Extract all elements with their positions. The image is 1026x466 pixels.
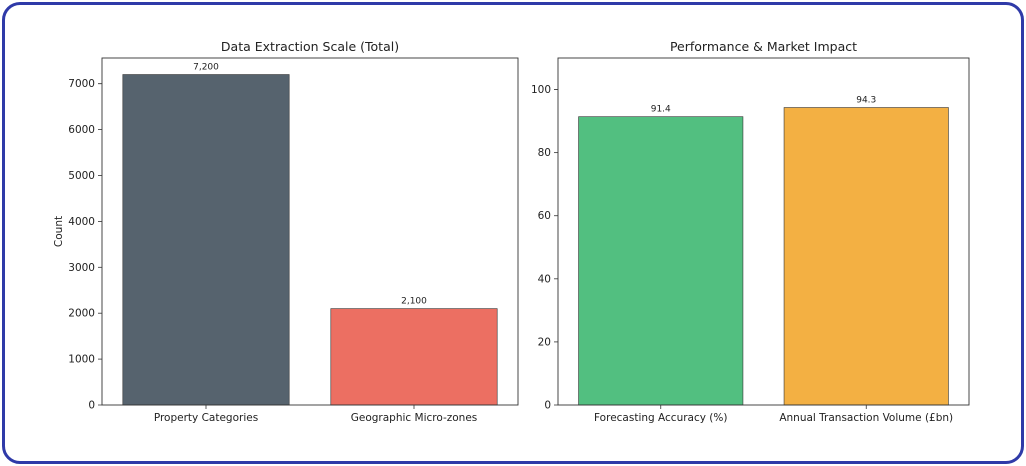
x-tick-label: Annual Transaction Volume (£bn)	[779, 412, 953, 424]
bar-value-label: 91.4	[651, 105, 671, 115]
charts-canvas: Data Extraction Scale (Total)7,200 Proper…	[53, 39, 970, 424]
plot-area-border	[101, 57, 519, 406]
plot-area-border	[557, 57, 970, 406]
chart-panel-2: Performance & Market Impact 91.4 Forecasti…	[531, 39, 970, 424]
x-tick-label: Forecasting Accuracy (%)	[594, 412, 727, 424]
bar	[122, 74, 290, 406]
bar	[783, 107, 949, 406]
x-tick-label: Geographic Micro-zones	[351, 412, 478, 424]
chart-title: Performance & Market Impact	[670, 39, 857, 54]
y-axis-label: Count	[53, 216, 65, 247]
chart-panel-1: Data Extraction Scale (Total)7,200 Proper…	[53, 39, 519, 424]
bar-value-label: 2,100	[401, 297, 427, 307]
y-tick-label: 3000	[68, 262, 95, 274]
y-tick-label: 2000	[68, 308, 95, 320]
y-tick-label: 5000	[68, 170, 95, 182]
bar	[330, 308, 498, 406]
bar	[578, 116, 744, 406]
y-tick-label: 0	[544, 400, 551, 412]
y-tick-label: 100	[531, 84, 551, 96]
y-tick-label: 60	[538, 210, 551, 222]
y-tick-label: 6000	[68, 124, 95, 136]
y-tick-label: 4000	[68, 216, 95, 228]
chart-title: Data Extraction Scale (Total)	[221, 39, 399, 54]
y-tick-label: 1000	[68, 354, 95, 366]
bar-value-label: 7,200	[193, 63, 219, 73]
y-tick-label: 20	[538, 336, 551, 348]
y-tick-label: 40	[538, 273, 551, 285]
y-tick-label: 7000	[68, 78, 95, 90]
bar-value-label: 94.3	[856, 96, 876, 106]
y-tick-label: 80	[538, 147, 551, 159]
y-tick-label: 0	[88, 400, 95, 412]
x-tick-label: Property Categories	[154, 412, 258, 424]
